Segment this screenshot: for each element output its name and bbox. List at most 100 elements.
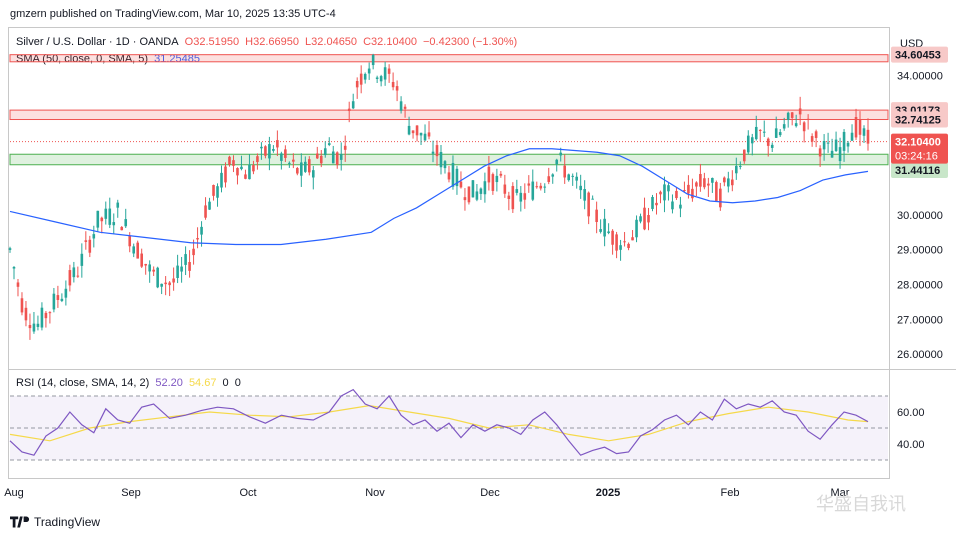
candle-body bbox=[806, 118, 810, 120]
candle-body bbox=[64, 288, 68, 298]
candle-body bbox=[854, 117, 858, 138]
candle-body bbox=[403, 106, 407, 109]
candle-body bbox=[248, 164, 251, 180]
candle-body bbox=[100, 217, 104, 222]
candle-body bbox=[838, 147, 842, 162]
candle-body bbox=[160, 283, 163, 287]
candle-body bbox=[778, 132, 782, 136]
rsi-sma-value: 54.67 bbox=[188, 377, 217, 389]
candle-body bbox=[112, 222, 116, 226]
candle-body bbox=[663, 184, 666, 201]
rsi-value: 52.20 bbox=[155, 377, 183, 389]
candle-body bbox=[184, 254, 187, 265]
candle-body bbox=[475, 191, 479, 200]
symbol-legend[interactable]: Silver / U.S. Dollar · 1D · OANDA O32.51… bbox=[16, 36, 520, 48]
candle-body bbox=[256, 156, 259, 163]
candle-body bbox=[818, 148, 822, 157]
candle-body bbox=[563, 165, 567, 178]
candle-body bbox=[742, 149, 746, 162]
candle-body bbox=[180, 266, 183, 272]
candle-body bbox=[224, 166, 227, 183]
candle-body bbox=[571, 175, 574, 177]
candle-body bbox=[731, 179, 734, 186]
candle-body bbox=[810, 136, 814, 142]
zone-label-bg bbox=[891, 161, 948, 178]
candle-body bbox=[300, 162, 303, 176]
high-value: H32.66950 bbox=[245, 36, 299, 48]
candle-body bbox=[371, 54, 375, 66]
candle-body bbox=[136, 242, 140, 259]
candle-body bbox=[407, 125, 411, 135]
candle-body bbox=[579, 185, 582, 191]
candle-body bbox=[319, 155, 323, 164]
candle-body bbox=[335, 152, 339, 166]
candle-body bbox=[196, 238, 199, 240]
candle-body bbox=[826, 142, 830, 144]
candle-body bbox=[503, 184, 507, 194]
zone-label-bg bbox=[891, 46, 948, 63]
candle-body bbox=[52, 293, 56, 310]
candle-body bbox=[687, 184, 690, 194]
candle-body bbox=[272, 148, 275, 151]
candle-body bbox=[419, 132, 423, 136]
candle-body bbox=[802, 122, 806, 132]
price-tick-label: 30.00000 bbox=[897, 210, 943, 222]
candle-body bbox=[591, 198, 594, 200]
candle-body bbox=[288, 162, 291, 164]
candle-body bbox=[447, 172, 451, 180]
candle-body bbox=[651, 196, 654, 209]
candle-body bbox=[770, 144, 774, 148]
candle-body bbox=[40, 307, 44, 328]
candle-body bbox=[367, 68, 371, 74]
candle-body bbox=[786, 112, 790, 120]
candle-body bbox=[543, 186, 547, 188]
candle-body bbox=[96, 210, 100, 228]
price-scale-border bbox=[889, 27, 890, 479]
candle-body bbox=[351, 101, 355, 109]
candle-body bbox=[559, 152, 563, 156]
footer-brand[interactable]: TradingView bbox=[10, 515, 100, 529]
candle-body bbox=[587, 192, 590, 217]
candle-body bbox=[715, 182, 718, 202]
candle-body bbox=[758, 129, 762, 131]
candle-body bbox=[750, 137, 754, 144]
candle-body bbox=[292, 159, 295, 162]
candle-body bbox=[683, 190, 686, 192]
candle-body bbox=[794, 123, 798, 127]
candle-body bbox=[296, 168, 299, 174]
candle-body bbox=[200, 226, 203, 235]
candle-body bbox=[359, 73, 363, 85]
candle-body bbox=[260, 146, 263, 149]
candle-body bbox=[507, 195, 511, 199]
candle-body bbox=[834, 139, 838, 152]
candle-body bbox=[551, 174, 555, 177]
candle-body bbox=[798, 108, 802, 115]
candle-body bbox=[363, 73, 367, 80]
candle-body bbox=[527, 183, 531, 186]
rsi-tick-label: 60.00 bbox=[897, 407, 925, 419]
candle-body bbox=[547, 176, 551, 182]
candle-body bbox=[762, 131, 766, 133]
candle-body bbox=[667, 185, 670, 192]
candle-body bbox=[631, 237, 634, 241]
candle-body bbox=[212, 184, 215, 196]
price-tick-label: 26.00000 bbox=[897, 349, 943, 361]
candle-body bbox=[583, 189, 586, 201]
candle-body bbox=[308, 159, 311, 173]
candle-body bbox=[671, 201, 674, 210]
publisher-line: gmzern published on TradingView.com, Mar… bbox=[10, 8, 336, 20]
candle-body bbox=[383, 67, 387, 80]
candle-body bbox=[735, 165, 738, 174]
candle-body bbox=[415, 125, 419, 136]
candle-body bbox=[427, 132, 431, 137]
candle-body bbox=[12, 267, 16, 269]
x-tick-label: Aug bbox=[4, 487, 24, 499]
pane-divider[interactable] bbox=[8, 369, 956, 370]
last-price-badge bbox=[891, 133, 948, 164]
candle-body bbox=[120, 226, 124, 231]
zone-label-bg bbox=[891, 111, 948, 128]
candle-body bbox=[399, 101, 403, 111]
candle-body bbox=[144, 263, 147, 266]
rsi-legend[interactable]: RSI (14, close, SMA, 14, 2) 52.20 54.67 … bbox=[16, 377, 244, 389]
